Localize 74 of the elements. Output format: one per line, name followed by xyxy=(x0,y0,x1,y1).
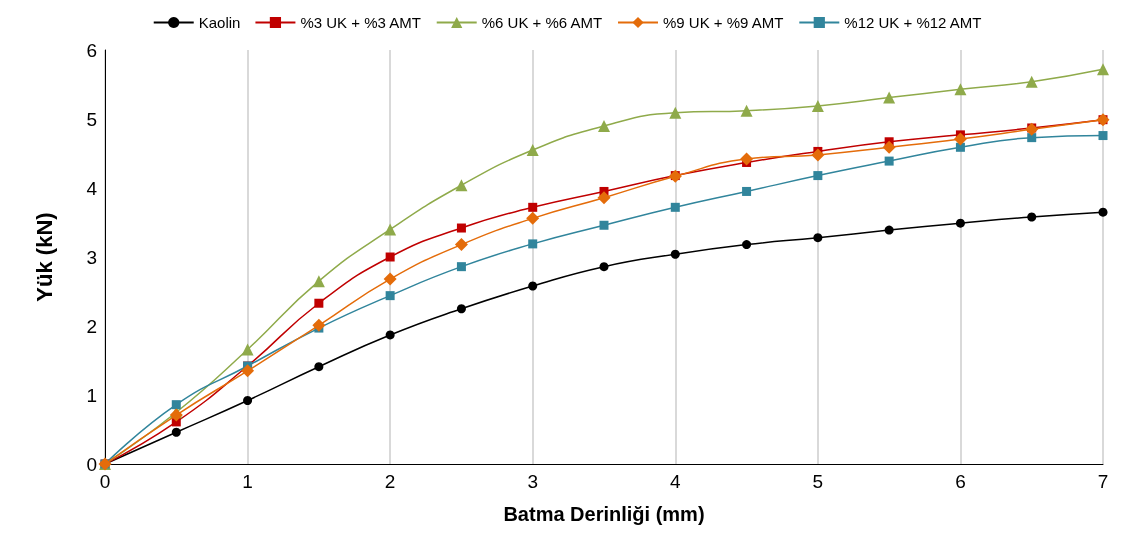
point xyxy=(456,262,466,272)
point xyxy=(953,132,967,146)
point xyxy=(670,249,680,259)
x-tick-label: 2 xyxy=(384,471,396,492)
x-tick-label: 1 xyxy=(242,471,253,492)
x-tick-label: 5 xyxy=(812,471,824,492)
point xyxy=(598,119,610,132)
x-tick-label: 0 xyxy=(99,471,111,492)
point xyxy=(312,318,326,332)
point xyxy=(241,364,255,378)
y-tick-label: 6 xyxy=(86,39,97,61)
y-tick-label: 4 xyxy=(86,177,98,199)
point xyxy=(670,202,680,212)
point xyxy=(597,191,611,205)
point xyxy=(385,291,395,301)
point xyxy=(454,238,468,252)
point xyxy=(1097,63,1109,76)
point xyxy=(811,148,825,162)
point xyxy=(811,99,824,112)
point xyxy=(384,223,397,236)
legend-label: %3 UK + %3 AMT xyxy=(300,14,421,31)
point xyxy=(883,91,896,104)
point xyxy=(599,262,609,272)
point xyxy=(740,152,754,166)
point xyxy=(241,343,254,356)
point xyxy=(599,220,609,230)
point xyxy=(314,362,324,372)
point xyxy=(171,400,181,410)
legend-label: %12 UK + %12 AMT xyxy=(844,14,982,31)
point xyxy=(1098,131,1108,141)
point xyxy=(526,211,540,225)
point xyxy=(171,427,181,437)
point xyxy=(1027,212,1037,222)
point xyxy=(955,142,965,152)
point xyxy=(955,218,965,228)
point xyxy=(385,252,395,262)
point xyxy=(742,240,752,250)
point xyxy=(312,275,325,288)
x-tick-label: 4 xyxy=(670,471,681,492)
legend-label: %9 UK + %9 AMT xyxy=(663,14,784,31)
point xyxy=(954,83,967,96)
x-tick-label: 3 xyxy=(527,471,538,492)
legend-label: %6 UK + %6 AMT xyxy=(481,14,603,31)
point xyxy=(383,272,397,286)
y-tick-label: 2 xyxy=(86,315,97,337)
point xyxy=(385,330,395,340)
x-axis-title: Batma Derinliği (mm) xyxy=(503,503,705,525)
point xyxy=(742,186,752,196)
point xyxy=(1025,75,1038,88)
point xyxy=(455,179,468,192)
x-tick-label: 6 xyxy=(955,471,966,492)
point xyxy=(1098,207,1108,217)
point xyxy=(669,106,682,119)
point xyxy=(456,304,466,314)
y-tick-label: 0 xyxy=(86,453,97,475)
point xyxy=(243,396,253,406)
y-tick-label: 3 xyxy=(86,246,97,268)
y-tick-label: 5 xyxy=(86,108,97,130)
x-tick-label: 7 xyxy=(1097,471,1109,492)
point xyxy=(528,281,538,291)
point xyxy=(884,225,894,235)
point xyxy=(884,156,894,166)
point xyxy=(456,223,466,233)
legend-label: Kaolin xyxy=(198,14,241,31)
point xyxy=(813,233,823,243)
point xyxy=(528,202,538,212)
point xyxy=(882,140,896,154)
point xyxy=(528,239,538,249)
point xyxy=(314,298,324,308)
point xyxy=(526,144,539,157)
y-tick-label: 1 xyxy=(86,384,97,406)
y-axis-title: Yük (kN) xyxy=(31,212,57,302)
point xyxy=(813,171,823,181)
point xyxy=(740,104,753,117)
